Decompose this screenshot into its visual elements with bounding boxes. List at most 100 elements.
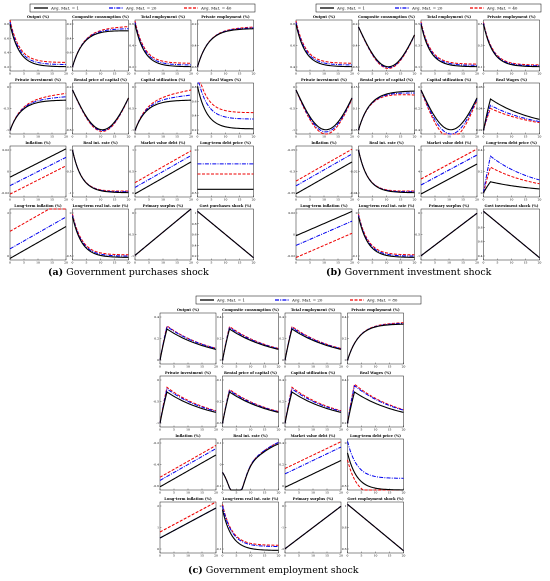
y-tick-label: -0.1 xyxy=(352,254,358,258)
y-tick-label: -0.2 xyxy=(191,22,197,26)
x-tick-label: 5 xyxy=(361,491,363,495)
x-tick-label: 10 xyxy=(510,261,514,265)
x-tick-label: 10 xyxy=(161,261,165,265)
x-tick-label: 0 xyxy=(483,135,485,139)
panel-c-11: Market value debt (%) 0.4 0.2 00 5 10 15 20 xyxy=(279,434,343,495)
series-line-2 xyxy=(134,22,192,66)
series-line-3 xyxy=(222,504,279,546)
caption-b-text: Government investment shock xyxy=(341,267,492,278)
x-tick-label: 5 xyxy=(211,135,213,139)
panel-b-15: Primary surplus (%)0-0.5-10 5 10 15 20 xyxy=(414,204,479,265)
y-tick-label: 0.4 xyxy=(279,315,284,319)
x-tick-label: 15 xyxy=(238,261,242,265)
y-tick-label: 0.4 xyxy=(154,315,159,319)
panel-title: Govt purchases shock (%) xyxy=(200,204,252,208)
x-tick-label: 5 xyxy=(361,365,363,369)
series-line-3 xyxy=(197,82,254,114)
series-line-1 xyxy=(134,99,192,131)
y-tick-label: -0.2 xyxy=(414,107,420,111)
y-tick-label: 1 xyxy=(157,526,159,530)
x-tick-label: 5 xyxy=(236,554,238,558)
x-tick-label: 20 xyxy=(127,72,131,76)
x-tick-label: 5 xyxy=(298,428,300,432)
x-tick-label: 20 xyxy=(277,491,281,495)
x-tick-label: 0 xyxy=(358,72,360,76)
panel-title: Inflation (%) xyxy=(175,434,201,438)
x-tick-label: 15 xyxy=(200,428,204,432)
x-tick-label: 5 xyxy=(148,135,150,139)
y-tick-label: 0.4 xyxy=(342,315,347,319)
x-tick-label: 5 xyxy=(434,135,436,139)
y-tick-label: 0.4 xyxy=(4,51,9,55)
y-tick-label: 0.4 xyxy=(192,243,197,247)
series-line-2 xyxy=(284,326,342,361)
x-tick-label: 0 xyxy=(358,198,360,202)
series-line-3 xyxy=(72,150,129,192)
x-tick-label: 20 xyxy=(402,365,406,369)
x-tick-label: 5 xyxy=(298,365,300,369)
x-tick-label: 10 xyxy=(374,428,378,432)
y-tick-label: -0.5 xyxy=(153,400,159,404)
panel-title: Real Wages (%) xyxy=(210,78,241,82)
caption-c: (c) Government employment shock xyxy=(188,565,359,576)
x-tick-label: 5 xyxy=(372,135,374,139)
panel-frame xyxy=(9,82,67,135)
y-tick-label: -0.5 xyxy=(191,191,197,195)
x-tick-label: 0 xyxy=(222,428,224,432)
series-line-3 xyxy=(159,325,217,361)
y-tick-label: -0.5 xyxy=(128,107,134,111)
x-tick-label: 15 xyxy=(113,72,117,76)
series-line-2 xyxy=(420,22,478,66)
x-tick-label: 5 xyxy=(361,554,363,558)
x-tick-label: 0 xyxy=(420,261,422,265)
y-tick-label: -0.5 xyxy=(3,107,9,111)
x-tick-label: 20 xyxy=(413,72,417,76)
x-tick-label: 0 xyxy=(347,365,349,369)
x-tick-label: 20 xyxy=(339,491,343,495)
x-tick-label: 5 xyxy=(497,72,499,76)
panel-title: Output (%) xyxy=(177,308,200,312)
y-tick-label: 0 xyxy=(293,233,295,237)
panel-title: Capital utilization (%) xyxy=(291,371,336,375)
series-line-2 xyxy=(483,23,540,67)
panel-a-1: Output (%) 0.8 0.6 0.4 0.20 5 10 15 20 xyxy=(4,15,68,76)
subfigure-c: Avg. Mat. = 1 Avg. Mat. = 20 Avg. Mat. = 8… xyxy=(153,295,422,558)
panel-title: Private employment (%) xyxy=(201,15,250,19)
x-tick-label: 0 xyxy=(284,491,286,495)
x-tick-label: 0 xyxy=(483,198,485,202)
x-tick-label: 15 xyxy=(336,198,340,202)
series-line-2 xyxy=(358,92,415,131)
series-line-1 xyxy=(221,391,279,424)
panel-b-13: Long-term inflation (%)0.020-0.020 5 10 15 2… xyxy=(287,204,354,265)
x-tick-label: 15 xyxy=(325,491,329,495)
x-tick-label: 10 xyxy=(447,198,451,202)
x-tick-label: 20 xyxy=(252,135,256,139)
legend-a: Avg. Mat. = 1 Avg. Mat. = 20 Avg. Mat. = 4… xyxy=(29,3,256,13)
y-tick-label: 0 xyxy=(157,547,159,551)
series-line-3 xyxy=(420,90,478,135)
series-line-1 xyxy=(295,89,353,131)
panel-title: Long-term inflation (%) xyxy=(14,204,62,208)
x-tick-label: 20 xyxy=(189,261,193,265)
series-line-3 xyxy=(222,325,279,361)
x-tick-label: 0 xyxy=(483,72,485,76)
x-tick-label: 0 xyxy=(159,365,161,369)
y-tick-label: 2 xyxy=(7,211,9,215)
x-tick-label: 15 xyxy=(388,365,392,369)
series-line-1 xyxy=(295,210,353,237)
x-tick-label: 5 xyxy=(211,198,213,202)
x-tick-label: 0 xyxy=(222,491,224,495)
y-tick-label: 0.5 xyxy=(478,22,483,26)
panel-frame xyxy=(347,312,404,365)
y-tick-label: 0 xyxy=(356,148,358,152)
y-tick-label: 0.4 xyxy=(290,65,295,69)
x-tick-label: 10 xyxy=(385,198,389,202)
x-tick-label: 15 xyxy=(461,198,465,202)
y-tick-label: 0 xyxy=(132,191,134,195)
x-tick-label: 0 xyxy=(420,198,422,202)
panel-title: Total employment (%) xyxy=(141,15,185,19)
legend-entry-3: Avg. Mat. = 40 xyxy=(200,6,232,11)
panel-b-1: Output (%) 0.8 0.6 0.40 5 10 15 20 xyxy=(290,15,354,76)
legend-c: Avg. Mat. = 1 Avg. Mat. = 20 Avg. Mat. = 8… xyxy=(195,295,422,305)
